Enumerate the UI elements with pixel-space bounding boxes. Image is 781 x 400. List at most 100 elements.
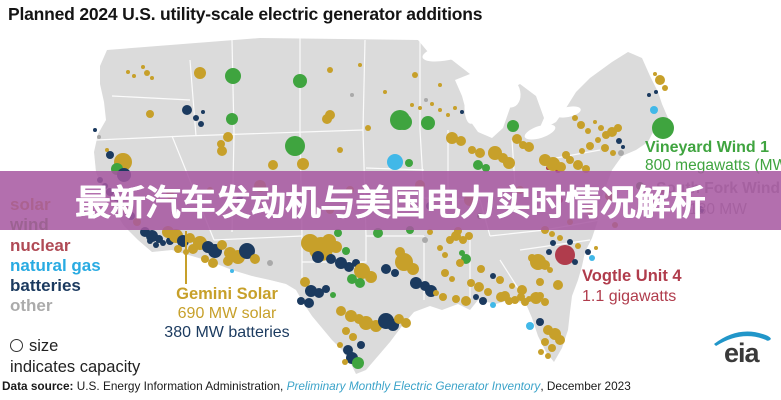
map-dot <box>618 150 624 156</box>
map-dot <box>549 231 555 237</box>
map-dot <box>598 125 604 131</box>
map-dot <box>653 72 657 76</box>
map-dot <box>326 254 336 264</box>
legend-item-nuclear: nuclear <box>10 235 71 255</box>
map-dot <box>610 150 616 156</box>
map-dot <box>226 113 238 125</box>
map-dot <box>150 76 154 80</box>
map-dot <box>293 74 307 88</box>
map-dot <box>655 75 665 85</box>
map-dot <box>418 106 422 110</box>
source-suffix: , December 2023 <box>540 379 631 393</box>
map-dot <box>441 269 449 277</box>
map-dot <box>521 298 529 306</box>
map-dot <box>573 160 583 170</box>
map-dot <box>567 239 573 245</box>
map-dot <box>410 277 422 289</box>
map-dot <box>322 285 330 293</box>
map-dot <box>446 132 458 144</box>
map-dot <box>509 283 515 289</box>
map-dot <box>305 285 317 297</box>
map-dot <box>452 295 460 303</box>
map-dot <box>396 114 412 130</box>
map-dot <box>337 147 343 153</box>
map-dot <box>482 164 490 172</box>
map-dot <box>484 288 492 296</box>
map-dot <box>217 146 227 156</box>
map-dot <box>575 243 581 249</box>
map-dot <box>285 136 305 156</box>
map-dot <box>350 93 354 97</box>
map-dot <box>217 240 227 250</box>
map-dot <box>194 67 206 79</box>
eia-logo: eia <box>710 326 774 370</box>
map-dot <box>153 242 159 248</box>
vineyard-capacity: 800 megawatts (MW <box>645 157 781 175</box>
map-dot <box>468 146 476 154</box>
gemini-battery-capacity: 380 MW batteries <box>164 324 290 342</box>
map-dot <box>467 279 475 287</box>
map-dot <box>297 297 305 305</box>
map-dot <box>650 106 658 114</box>
map-dot <box>93 128 97 132</box>
map-dot <box>430 102 434 106</box>
gemini-solar-capacity: 690 MW solar <box>177 304 277 322</box>
map-dot <box>572 115 578 121</box>
map-dot <box>517 285 527 295</box>
annotation-gemini-solar: Gemini Solar 690 MW solar 380 MW batteri… <box>118 285 336 343</box>
map-dot <box>503 157 515 169</box>
map-dot <box>546 249 552 255</box>
map-dot <box>594 246 598 250</box>
map-dot <box>325 110 335 120</box>
map-dot <box>536 318 544 326</box>
map-dot <box>460 110 464 114</box>
map-dot <box>304 298 314 308</box>
map-dot <box>160 240 166 246</box>
map-dot <box>579 148 585 154</box>
map-dot <box>347 274 357 284</box>
map-dot <box>589 255 595 261</box>
map-dot <box>365 271 377 283</box>
map-dot <box>337 342 343 348</box>
map-dot <box>540 260 550 270</box>
map-dot <box>654 90 658 94</box>
map-dot <box>387 154 403 170</box>
map-dot <box>217 140 225 148</box>
map-dot <box>507 120 519 132</box>
map-dot <box>327 67 333 73</box>
map-dot <box>490 302 496 308</box>
map-dot <box>223 256 233 266</box>
map-dot <box>201 255 209 263</box>
map-dot <box>144 70 150 76</box>
map-dot <box>586 142 594 150</box>
map-dot <box>182 105 192 115</box>
map-dot <box>201 110 205 114</box>
map-dot <box>312 251 324 263</box>
map-dot <box>530 292 542 304</box>
map-dot <box>585 249 591 255</box>
page-title: Planned 2024 U.S. utility-scale electric… <box>8 4 483 24</box>
source-agency: U.S. Energy Information Administration, <box>76 379 287 393</box>
map-dot <box>410 103 414 107</box>
map-dot <box>557 235 563 241</box>
map-dot <box>365 125 371 131</box>
map-dot <box>358 63 362 67</box>
vogtle-name: Vogtle Unit 4 <box>582 267 682 285</box>
map-dot <box>474 282 484 292</box>
map-dot <box>647 93 651 97</box>
map-dot <box>336 306 346 316</box>
vogtle-capacity: 1.1 gigawatts <box>582 287 677 305</box>
vineyard-name: Vineyard Wind 1 <box>645 139 770 156</box>
source-link[interactable]: Preliminary Monthly Electric Generator I… <box>286 379 541 393</box>
map-dot <box>556 162 566 172</box>
map-dot <box>126 70 130 74</box>
map-dot <box>439 293 447 301</box>
map-dot <box>577 121 585 129</box>
map-dot <box>473 294 479 300</box>
map-dot <box>427 229 433 235</box>
chinese-overlay-banner: 最新汽车发动机与美国电力实时情况解析 <box>0 171 781 230</box>
legend-item-other: other <box>10 296 53 316</box>
map-dot <box>352 357 364 369</box>
map-dot <box>395 247 405 257</box>
map-dot <box>449 276 455 282</box>
